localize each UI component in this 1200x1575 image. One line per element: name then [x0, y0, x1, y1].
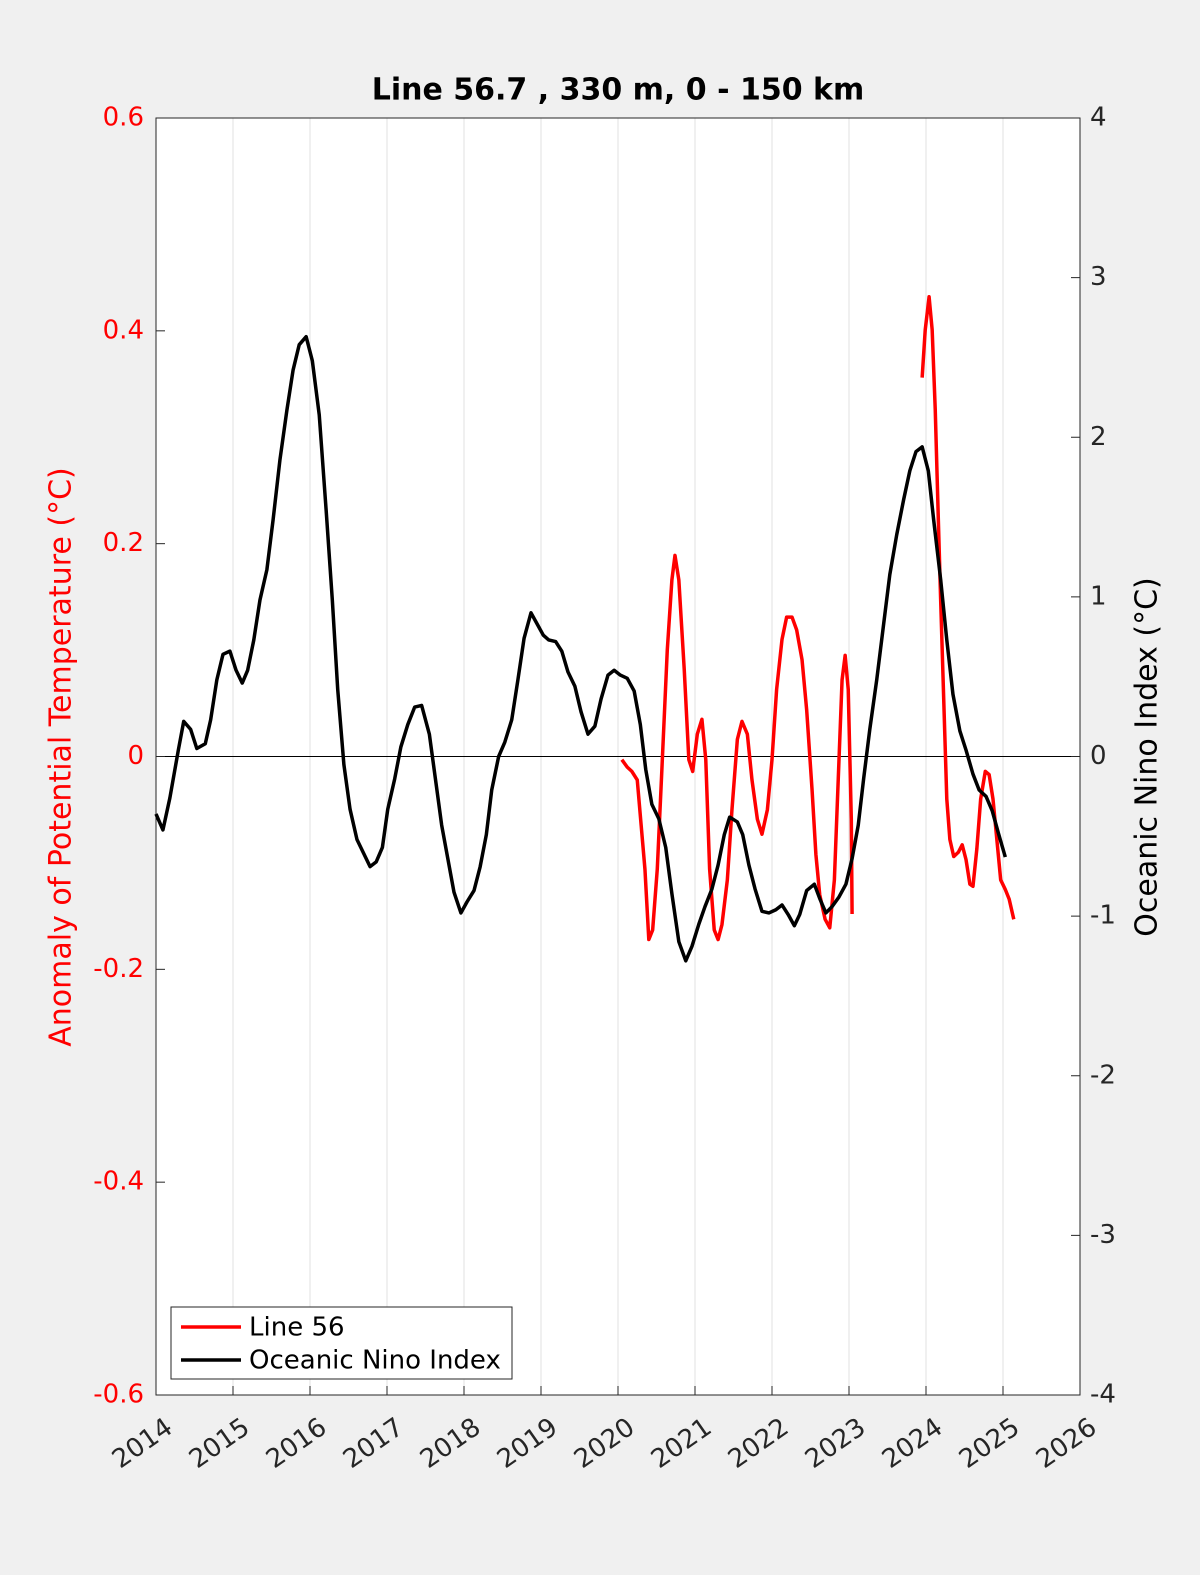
y2-tick-label: -1	[1090, 901, 1116, 931]
y-tick-label: 0.6	[103, 103, 144, 133]
x-tick-label: 2022	[723, 1412, 794, 1475]
x-tick-label: 2026	[1031, 1412, 1102, 1475]
y2-tick-label: 4	[1090, 103, 1107, 133]
y2-tick-label: 3	[1090, 262, 1107, 292]
x-tick-label: 2023	[800, 1412, 871, 1475]
y2-tick-label: -4	[1090, 1380, 1116, 1410]
x-tick-label: 2020	[569, 1412, 640, 1475]
legend-label: Oceanic Nino Index	[249, 1346, 501, 1376]
y-tick-label: -0.2	[93, 954, 144, 984]
x-tick-label: 2021	[646, 1412, 717, 1475]
y2-axis-label: Oceanic Nino Index (°C)	[1130, 577, 1165, 937]
y-tick-label: -0.4	[93, 1167, 144, 1197]
y2-tick-label: 1	[1090, 581, 1107, 611]
y-tick-label: 0	[127, 741, 144, 771]
x-tick-label: 2014	[107, 1412, 178, 1475]
y2-tick-label: 2	[1090, 422, 1107, 452]
y2-tick-label: 0	[1090, 741, 1107, 771]
y2-tick-label: -3	[1090, 1220, 1116, 1250]
y-tick-label: -0.6	[93, 1380, 144, 1410]
x-tick-label: 2024	[877, 1412, 948, 1475]
x-tick-label: 2015	[184, 1412, 255, 1475]
chart-title: Line 56.7 , 330 m, 0 - 150 km	[372, 73, 865, 108]
legend-box	[170, 1306, 513, 1380]
y-axis-label: Anomaly of Potential Temperature (°C)	[44, 467, 79, 1046]
x-tick-label: 2025	[954, 1412, 1025, 1475]
x-tick-label: 2018	[415, 1412, 486, 1475]
series-line	[154, 334, 1007, 963]
x-tick-label: 2017	[338, 1412, 409, 1475]
x-tick-label: 2016	[261, 1412, 332, 1475]
y-tick-label: 0.4	[103, 315, 144, 345]
legend-label: Line 56	[249, 1313, 345, 1343]
y2-tick-label: -2	[1090, 1060, 1116, 1090]
x-tick-label: 2019	[492, 1412, 563, 1475]
y-tick-label: 0.2	[103, 528, 144, 558]
